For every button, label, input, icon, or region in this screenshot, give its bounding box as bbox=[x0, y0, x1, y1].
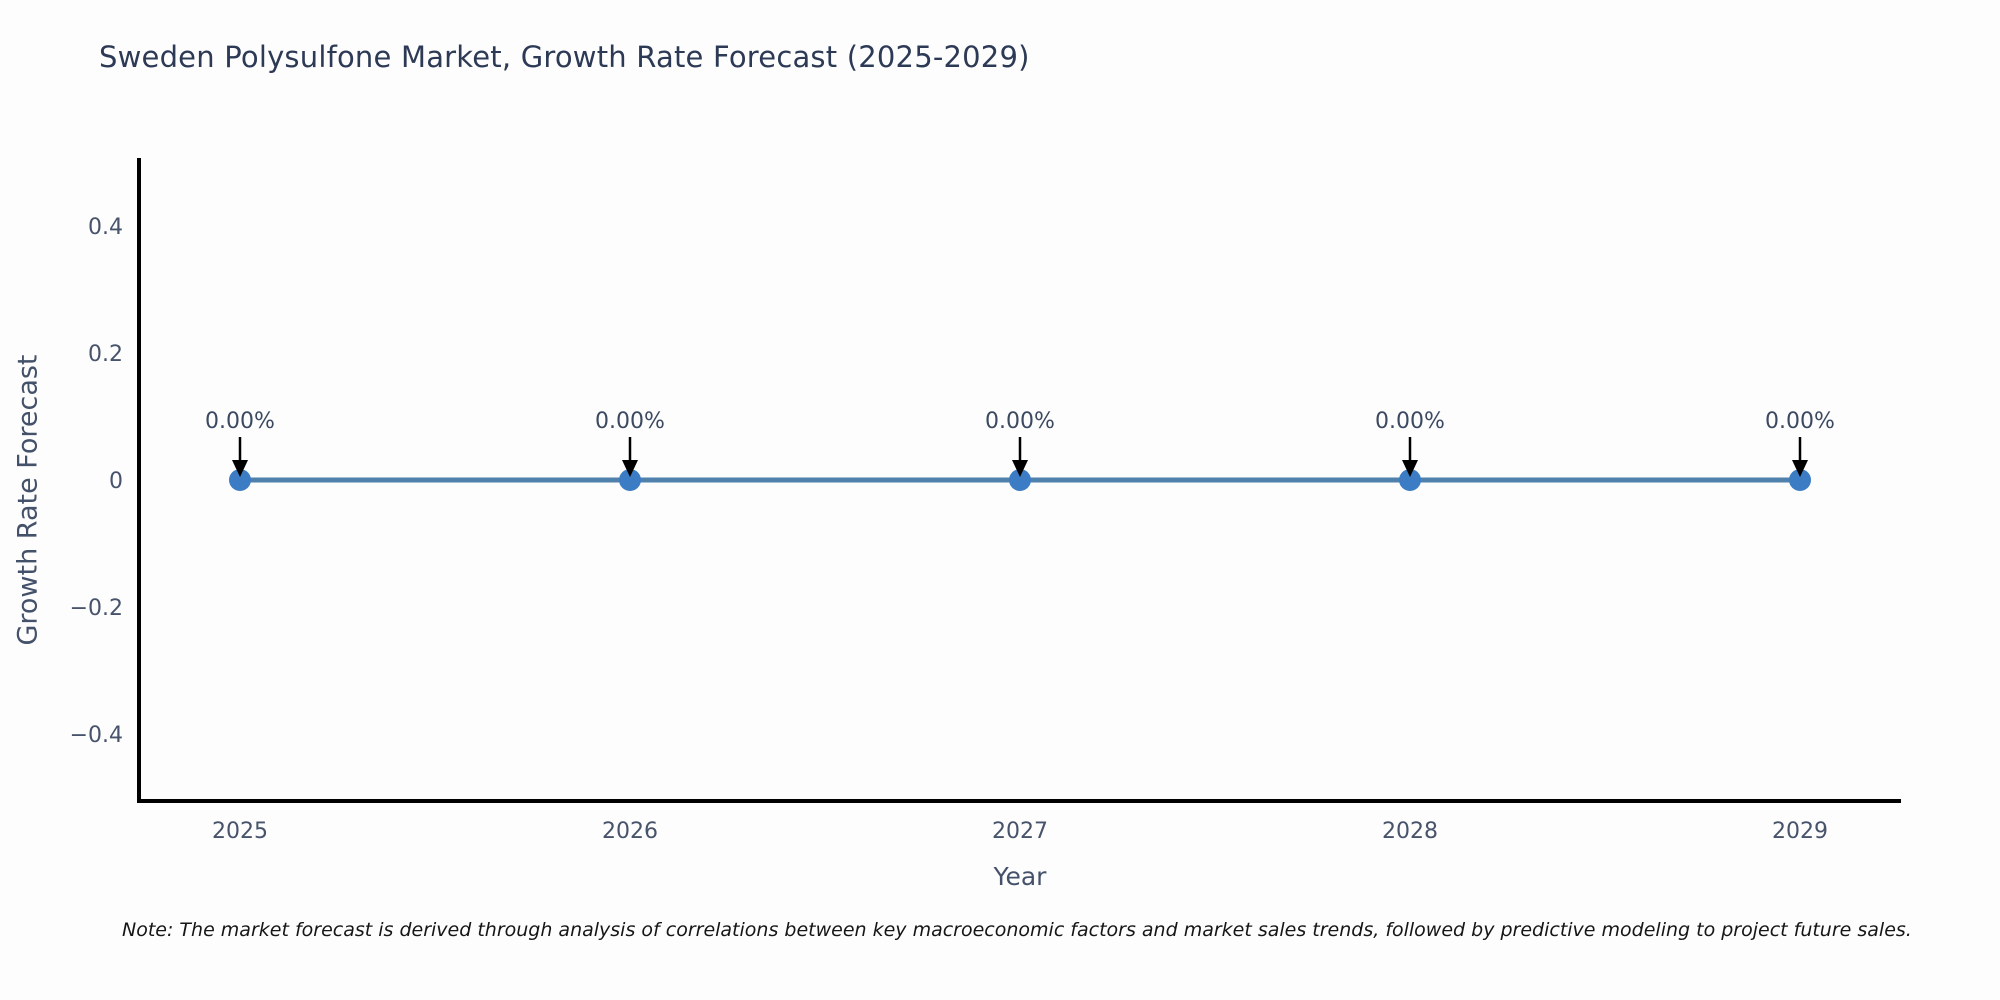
x-axis-title: Year bbox=[993, 862, 1047, 891]
data-point-marker bbox=[229, 469, 251, 491]
data-point-marker bbox=[619, 469, 641, 491]
point-value-label: 0.00% bbox=[595, 409, 665, 434]
annotation-arrow-head bbox=[622, 460, 638, 477]
annotation-arrow-head bbox=[1402, 460, 1418, 477]
point-value-label: 0.00% bbox=[985, 409, 1055, 434]
annotation-arrow-head bbox=[232, 460, 248, 477]
data-point-marker bbox=[1009, 469, 1031, 491]
annotation-arrow-head bbox=[1792, 460, 1808, 477]
y-axis-title: Growth Rate Forecast bbox=[12, 354, 44, 646]
y-tick-label: 0 bbox=[109, 469, 123, 494]
footnote: Note: The market forecast is derived thr… bbox=[122, 919, 1912, 941]
axis-frame bbox=[137, 158, 1901, 803]
point-value-label: 0.00% bbox=[1375, 409, 1445, 434]
x-tick-label: 2027 bbox=[992, 819, 1048, 844]
data-point-marker bbox=[1789, 469, 1811, 491]
chart-title: Sweden Polysulfone Market, Growth Rate F… bbox=[99, 40, 1030, 74]
y-tick-label: 0.4 bbox=[88, 215, 123, 240]
point-value-label: 0.00% bbox=[1765, 409, 1835, 434]
annotation-arrow-head bbox=[1012, 460, 1028, 477]
data-point-marker bbox=[1399, 469, 1421, 491]
y-tick-label: −0.4 bbox=[70, 723, 123, 748]
point-value-label: 0.00% bbox=[205, 409, 275, 434]
y-tick-label: 0.2 bbox=[88, 342, 123, 367]
x-tick-label: 2026 bbox=[602, 819, 658, 844]
x-tick-label: 2025 bbox=[212, 819, 268, 844]
x-tick-label: 2029 bbox=[1772, 819, 1828, 844]
x-tick-label: 2028 bbox=[1382, 819, 1438, 844]
y-tick-label: −0.2 bbox=[70, 596, 123, 621]
